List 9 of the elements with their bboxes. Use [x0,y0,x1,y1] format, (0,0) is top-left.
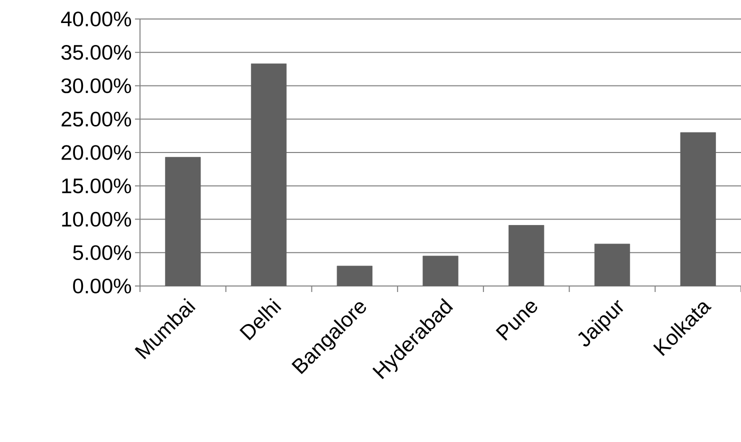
y-tick-label: 0.00% [73,278,132,294]
y-tick-label: 25.00% [62,112,132,127]
y-tick-label: 35.00% [61,44,132,60]
y-tick-label: 15.00% [62,178,132,194]
y-tick-label: 30.00% [61,78,132,94]
y-tick-label: 40.00% [61,12,132,26]
y-tick-label: 10.00% [62,212,132,227]
y-tick-label: 5.00% [73,245,132,260]
y-tick-label: 20.00% [62,145,132,160]
